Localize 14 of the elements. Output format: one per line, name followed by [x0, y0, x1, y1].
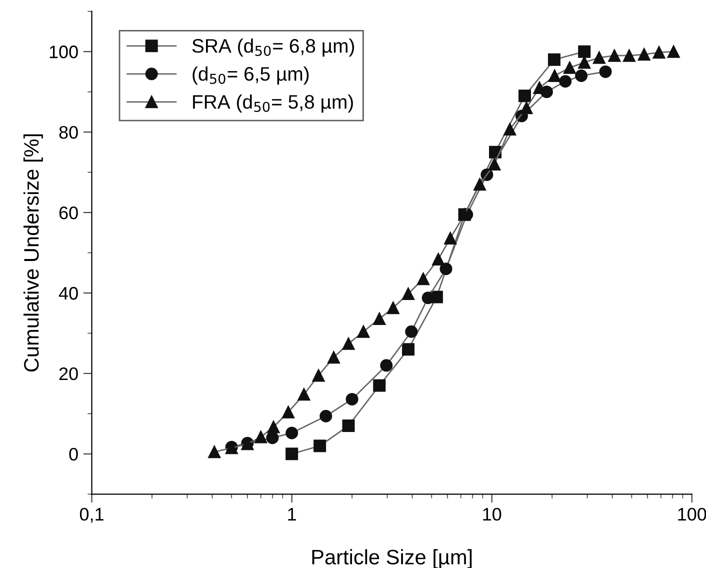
- x-tick-label: 1: [288, 508, 296, 520]
- legend-label: (d$_{50}$= 6,5 µm): [192, 66, 309, 85]
- y-tick-label: 0: [69, 448, 78, 461]
- legend-label: SRA (d$_{50}$= 6,8 µm): [192, 38, 354, 57]
- y-tick-label: 40: [58, 286, 78, 300]
- y-tick-label: 100: [50, 46, 78, 58]
- y-tick-label: 60: [59, 206, 78, 220]
- y-axis-title: Cumulative Undersize [%]: [23, 134, 43, 372]
- y-tick-label: 20: [59, 367, 78, 380]
- legend-label: FRA (d$_{50}$= 5,8 µm): [193, 94, 353, 113]
- x-tick-label: 100: [678, 508, 706, 521]
- y-tick-label: 80: [59, 126, 78, 139]
- x-tick-label: 0,1: [80, 508, 104, 523]
- x-tick-label: 10: [483, 508, 502, 521]
